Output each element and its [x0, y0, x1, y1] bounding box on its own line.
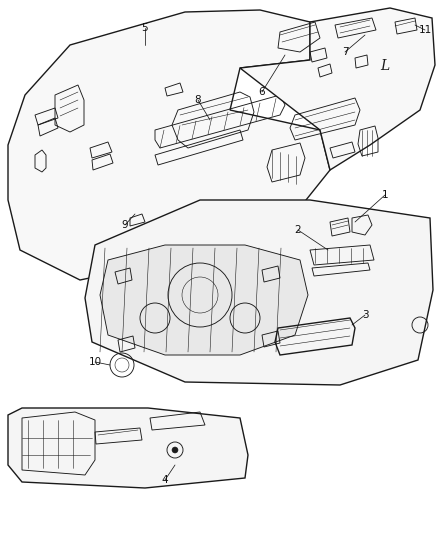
Circle shape: [172, 447, 178, 453]
Text: 10: 10: [88, 357, 102, 367]
Text: 5: 5: [141, 23, 148, 33]
Text: 1: 1: [381, 190, 389, 200]
Text: 4: 4: [162, 475, 168, 485]
Text: 7: 7: [342, 47, 348, 57]
Text: 2: 2: [295, 225, 301, 235]
Text: 8: 8: [194, 95, 201, 105]
Polygon shape: [85, 200, 433, 385]
Text: 9: 9: [122, 220, 128, 230]
Text: 6: 6: [259, 87, 265, 97]
Text: 11: 11: [418, 25, 431, 35]
Text: L: L: [380, 59, 389, 73]
Polygon shape: [8, 10, 330, 280]
Polygon shape: [100, 245, 308, 355]
Text: 3: 3: [362, 310, 368, 320]
Polygon shape: [8, 408, 248, 488]
Polygon shape: [240, 8, 435, 170]
